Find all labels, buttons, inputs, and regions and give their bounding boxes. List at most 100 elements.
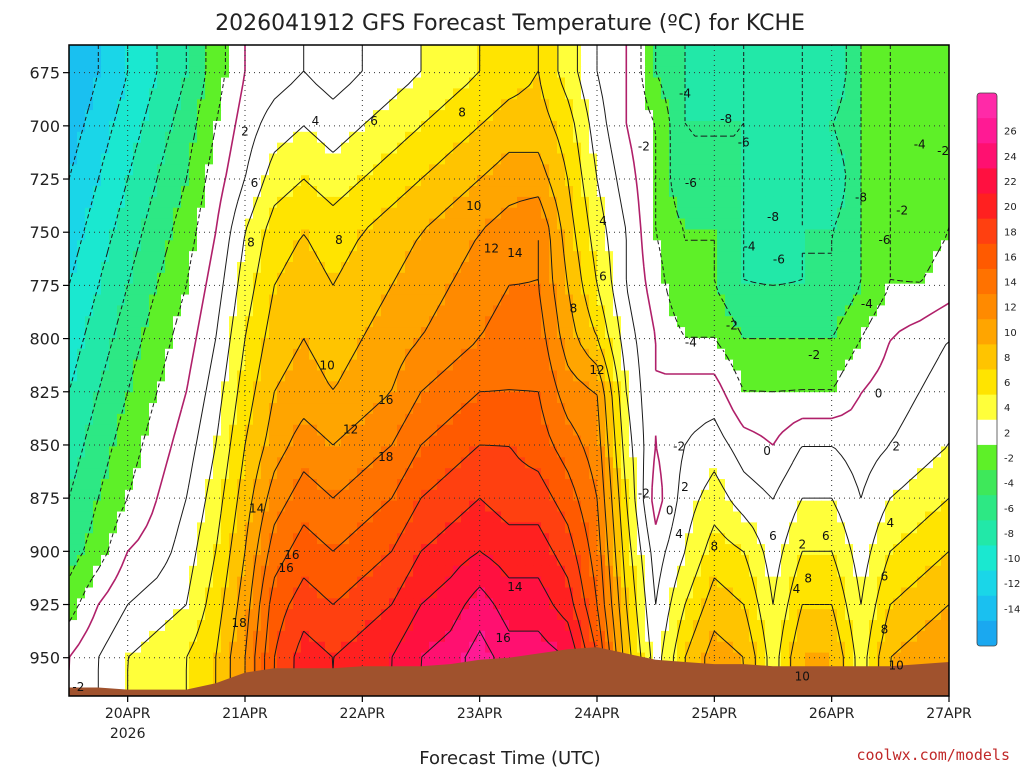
heatmap-cell — [461, 131, 470, 144]
heatmap-cell — [565, 327, 574, 339]
heatmap-cell — [381, 45, 390, 57]
heatmap-cell — [813, 479, 822, 491]
heatmap-cell — [397, 88, 406, 100]
heatmap-cell — [501, 457, 510, 469]
heatmap-cell — [77, 272, 86, 285]
heatmap-cell — [549, 479, 558, 491]
heatmap-cell — [781, 186, 790, 198]
heatmap-cell — [333, 511, 342, 523]
heatmap-cell — [173, 359, 182, 372]
heatmap-cell — [669, 435, 678, 448]
heatmap-cell — [893, 207, 902, 220]
heatmap-cell — [837, 370, 846, 382]
heatmap-cell — [109, 218, 118, 231]
heatmap-cell — [109, 272, 118, 285]
heatmap-cell — [893, 370, 902, 382]
heatmap-cell — [853, 218, 862, 231]
heatmap-cell — [333, 468, 342, 480]
heatmap-cell — [549, 305, 558, 317]
heatmap-cell — [781, 131, 790, 144]
heatmap-cell — [165, 45, 174, 57]
heatmap-cell — [789, 316, 798, 328]
heatmap-cell — [141, 533, 150, 545]
heatmap-cell — [261, 348, 270, 361]
heatmap-cell — [261, 424, 270, 437]
heatmap-cell — [845, 337, 854, 350]
heatmap-cell — [157, 66, 166, 79]
heatmap-cell — [85, 196, 94, 209]
heatmap-cell — [813, 359, 822, 372]
heatmap-cell — [141, 153, 150, 165]
heatmap-cell — [445, 110, 454, 122]
heatmap-cell — [253, 164, 262, 176]
heatmap-cell — [909, 175, 918, 187]
heatmap-cell — [381, 175, 390, 187]
heatmap-cell — [941, 272, 949, 285]
heatmap-cell — [109, 110, 118, 122]
heatmap-cell — [333, 131, 342, 144]
heatmap-cell — [309, 164, 318, 176]
heatmap-cell — [229, 110, 238, 122]
heatmap-cell — [213, 316, 222, 328]
heatmap-cell — [869, 392, 878, 404]
heatmap-cell — [837, 305, 846, 317]
heatmap-cell — [141, 240, 150, 252]
heatmap-cell — [853, 99, 862, 111]
heatmap-cell — [229, 446, 238, 458]
heatmap-cell — [813, 229, 822, 241]
heatmap-cell — [885, 131, 894, 144]
heatmap-cell — [205, 316, 214, 328]
heatmap-cell — [645, 305, 654, 317]
heatmap-cell — [421, 327, 430, 339]
heatmap-cell — [509, 468, 518, 480]
heatmap-cell — [933, 468, 942, 480]
heatmap-cell — [213, 403, 222, 415]
heatmap-cell — [285, 489, 294, 502]
heatmap-cell — [469, 110, 478, 122]
heatmap-cell — [229, 120, 238, 133]
heatmap-cell — [541, 196, 550, 209]
heatmap-cell — [581, 186, 590, 198]
heatmap-cell — [845, 489, 854, 502]
heatmap-cell — [757, 175, 766, 187]
heatmap-cell — [309, 381, 318, 393]
heatmap-cell — [453, 175, 462, 187]
heatmap-cell — [781, 522, 790, 534]
heatmap-cell — [741, 45, 750, 57]
heatmap-cell — [493, 305, 502, 317]
heatmap-cell — [789, 153, 798, 165]
heatmap-cell — [933, 251, 942, 263]
heatmap-cell — [189, 424, 198, 437]
heatmap-cell — [125, 522, 134, 534]
heatmap-cell — [885, 272, 894, 285]
heatmap-cell — [781, 327, 790, 339]
heatmap-cell — [661, 66, 670, 79]
heatmap-cell — [885, 240, 894, 252]
heatmap-cell — [437, 327, 446, 339]
heatmap-cell — [717, 457, 726, 469]
heatmap-cell — [853, 55, 862, 68]
heatmap-cell — [469, 500, 478, 513]
heatmap-cell — [941, 359, 949, 372]
heatmap-cell — [125, 424, 134, 437]
heatmap-cell — [917, 99, 926, 111]
heatmap-cell — [629, 66, 638, 79]
heatmap-cell — [285, 424, 294, 437]
heatmap-cell — [333, 522, 342, 534]
heatmap-cell — [597, 348, 606, 361]
heatmap-cell — [317, 153, 326, 165]
heatmap-cell — [485, 489, 494, 502]
heatmap-cell — [581, 457, 590, 469]
heatmap-cell — [629, 424, 638, 437]
heatmap-cell — [221, 489, 230, 502]
heatmap-cell — [861, 337, 870, 350]
heatmap-cell — [557, 153, 566, 165]
heatmap-cell — [573, 327, 582, 339]
heatmap-cell — [141, 446, 150, 458]
heatmap-cell — [333, 294, 342, 306]
heatmap-cell — [733, 468, 742, 480]
heatmap-cell — [589, 348, 598, 361]
heatmap-cell — [805, 283, 814, 296]
heatmap-cell — [725, 500, 734, 513]
heatmap-cell — [117, 424, 126, 437]
